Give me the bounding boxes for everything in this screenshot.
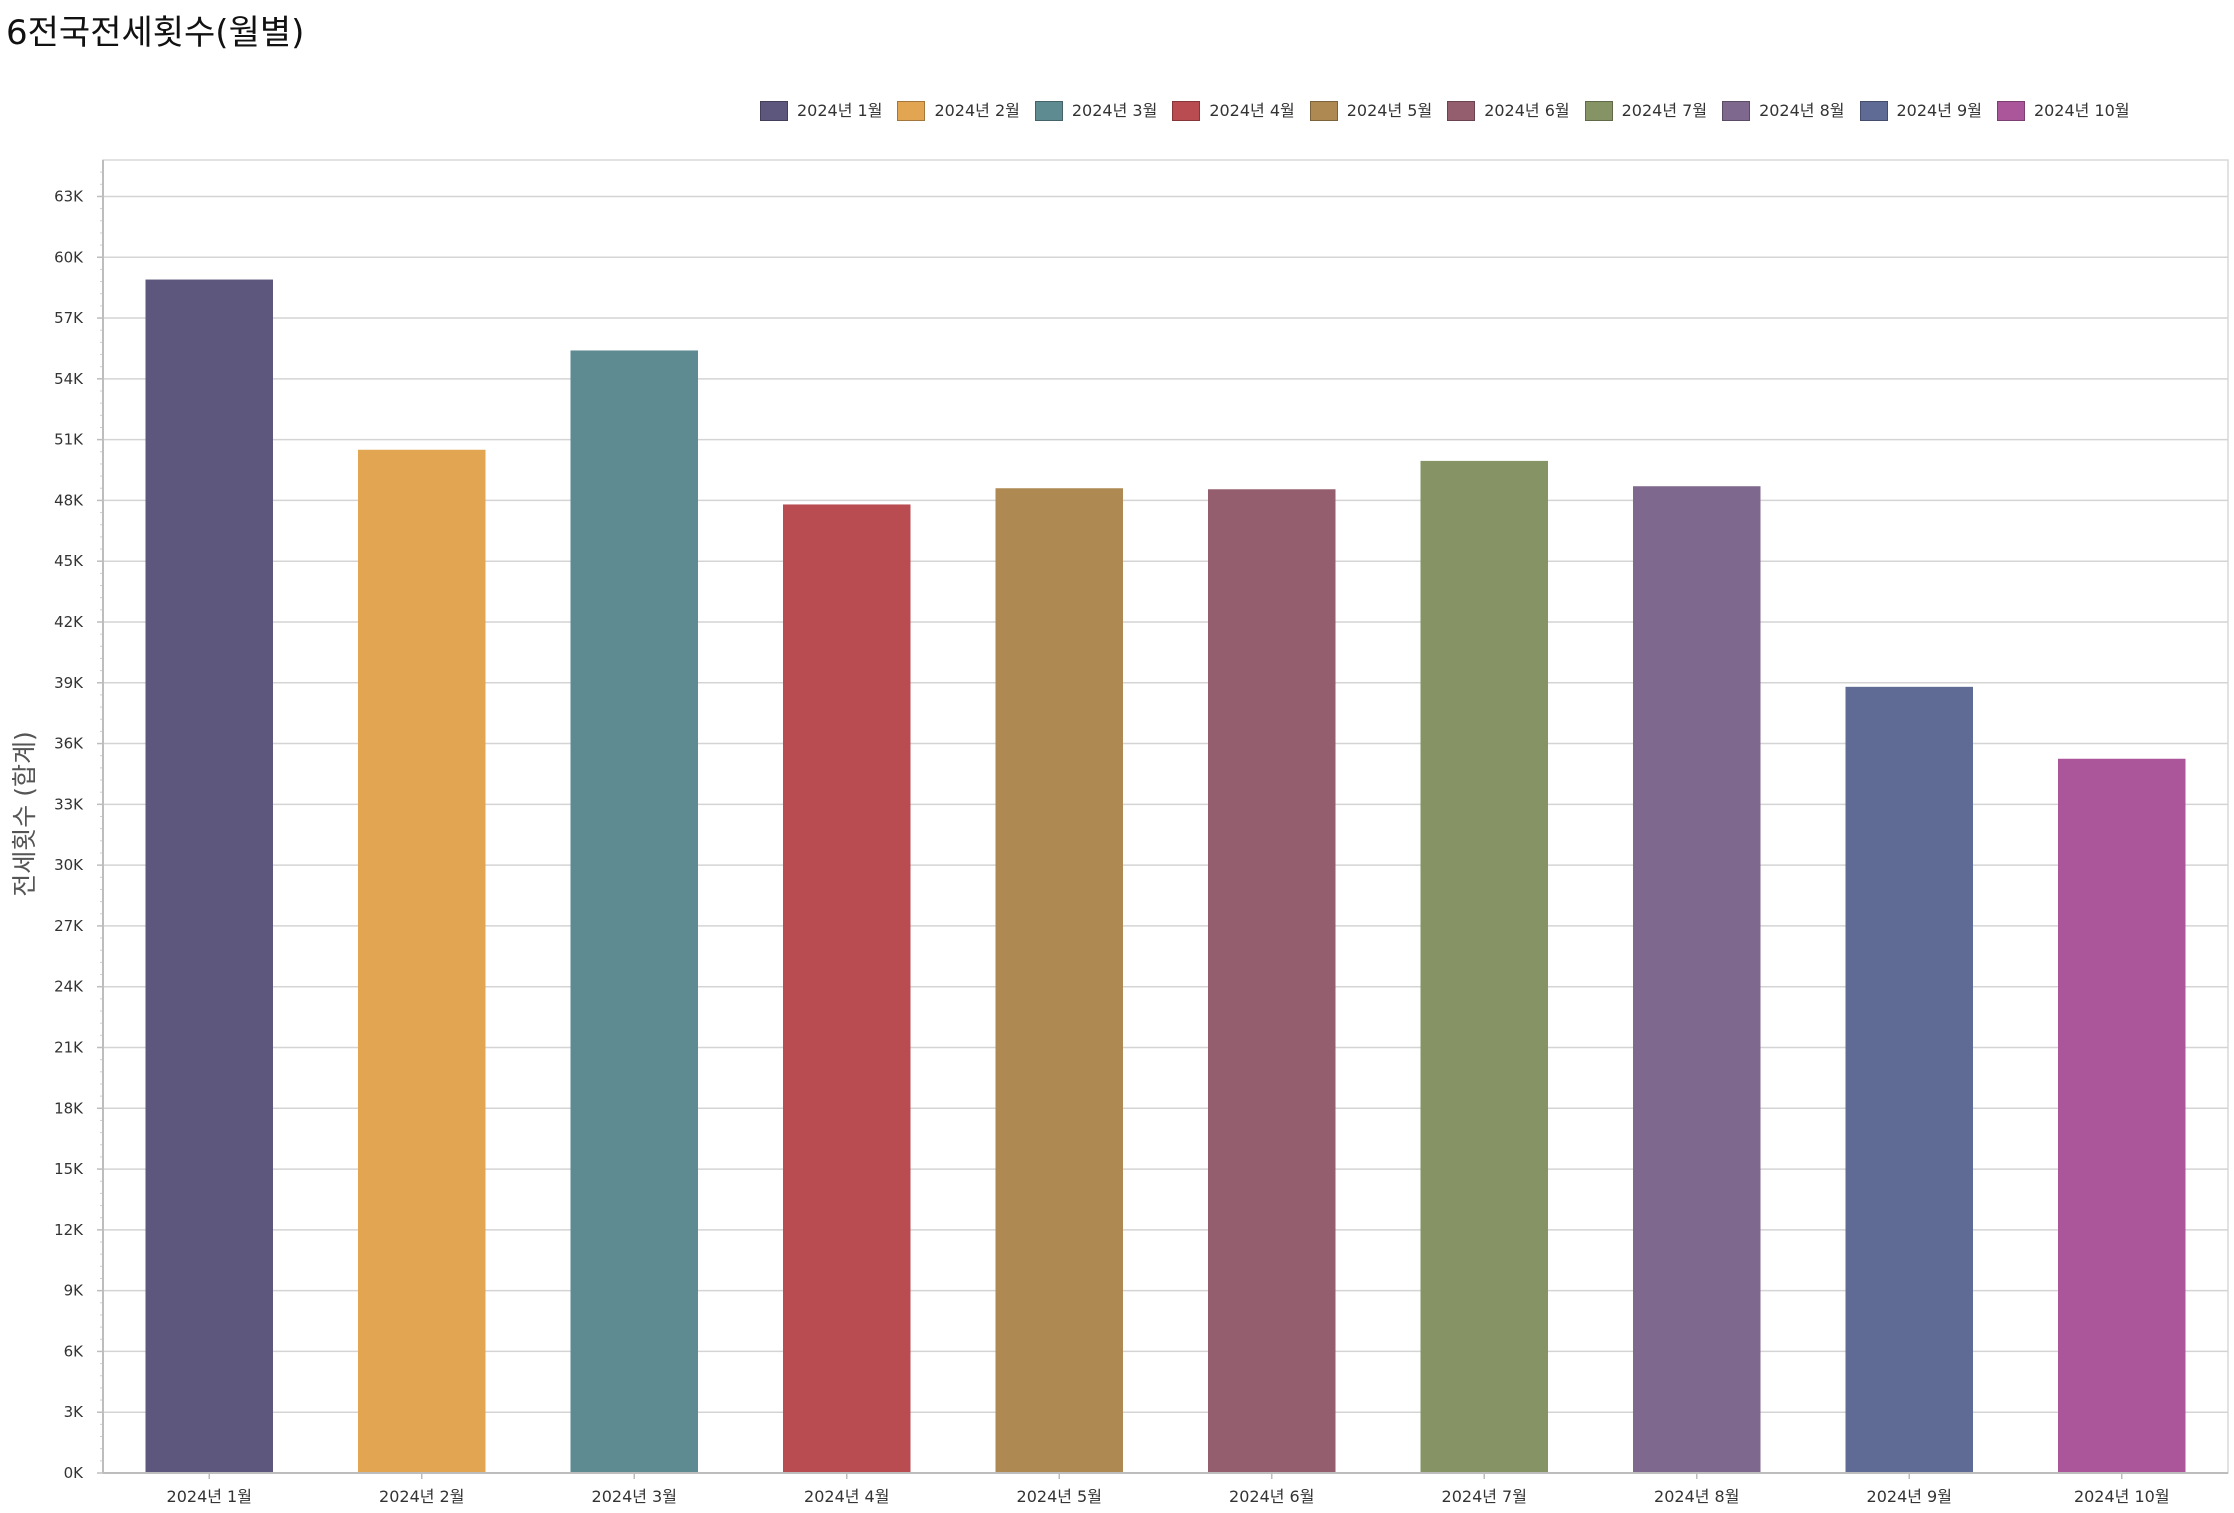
legend-label: 2024년 5월 (1346, 101, 1433, 120)
bar[interactable] (995, 488, 1124, 1473)
x-tick-label: 2024년 4월 (804, 1487, 889, 1506)
bar[interactable] (1208, 489, 1336, 1473)
y-tick-label: 18K (54, 1099, 84, 1117)
legend-item[interactable]: 2024년 10월 (1996, 101, 2130, 121)
bar[interactable] (570, 350, 699, 1473)
legend-swatch (1584, 101, 1613, 121)
bar[interactable] (145, 279, 274, 1473)
y-tick-label: 12K (54, 1221, 84, 1239)
y-tick-label: 51K (54, 431, 84, 449)
y-axis-title: 전세횟수 (합계) (10, 731, 39, 896)
y-tick-label: 24K (54, 978, 84, 996)
legend-swatch (1859, 101, 1888, 121)
legend-label: 2024년 9월 (1896, 101, 1982, 120)
bar[interactable] (1633, 486, 1761, 1473)
bar[interactable] (358, 449, 486, 1473)
y-tick-label: 36K (54, 735, 84, 753)
x-tick-label: 2024년 10월 (2074, 1487, 2170, 1506)
x-tick-label: 2024년 6월 (1229, 1487, 1314, 1506)
legend-swatch (760, 101, 788, 121)
y-tick-label: 33K (54, 795, 84, 813)
y-tick-label: 6K (64, 1342, 85, 1360)
x-tick-label: 2024년 1월 (167, 1487, 252, 1506)
bar[interactable] (783, 504, 911, 1474)
y-tick-label: 42K (54, 613, 84, 631)
x-tick-label: 2024년 8월 (1654, 1487, 1739, 1506)
legend-label: 2024년 2월 (934, 101, 1020, 120)
x-tick-label: 2024년 5월 (1017, 1487, 1102, 1506)
x-tick-label: 2024년 9월 (1867, 1487, 1952, 1506)
y-tick-label: 3K (64, 1403, 85, 1421)
legend-item[interactable]: 2024년 3월 (1034, 101, 1158, 121)
legend-item[interactable]: 2024년 1월 (760, 101, 882, 121)
y-tick-label: 15K (54, 1160, 84, 1178)
legend-label: 2024년 1월 (797, 101, 883, 120)
chart-legend: 2024년 1월 2024년 2월 2024년 3월 2024년 4월 2024년 5월… (760, 96, 2145, 126)
legend-label: 2024년 7월 (1621, 101, 1708, 120)
legend-label: 2024년 4월 (1209, 101, 1295, 120)
x-tick-labels: 2024년 1월 2024년 2월 2024년 3월 2024년 4월 2024년 5월… (167, 1473, 2170, 1506)
page-title: 6전국전세횟수(월별) (6, 13, 305, 53)
legend-swatch (1447, 101, 1476, 121)
x-tick-label: 2024년 7월 (1442, 1487, 1527, 1506)
bar[interactable] (1845, 686, 1974, 1473)
y-tick-label: 45K (54, 552, 84, 570)
legend-label: 2024년 3월 (1071, 101, 1158, 120)
legend-swatch (1722, 101, 1751, 121)
y-tick-label: 30K (54, 856, 84, 874)
legend-item[interactable]: 2024년 7월 (1584, 101, 1708, 121)
legend-swatch (897, 101, 926, 121)
bars (145, 279, 2186, 1474)
legend-item[interactable]: 2024년 5월 (1309, 101, 1433, 121)
bar[interactable] (2058, 758, 2186, 1473)
y-tick-labels: 0K 3K 6K 9K 12K 15K 18K 21K 24K 27K 30K 33K 36K 39K 42… (54, 187, 103, 1482)
legend-label: 2024년 10월 (2033, 101, 2130, 120)
x-tick-label: 2024년 3월 (592, 1487, 677, 1506)
y-tick-label: 0K (64, 1464, 85, 1482)
legend-item[interactable]: 2024년 6월 (1447, 101, 1570, 121)
y-tick-label: 63K (54, 187, 84, 205)
legend-label: 2024년 6월 (1484, 101, 1570, 120)
legend-label: 2024년 8월 (1759, 101, 1845, 120)
bar[interactable] (1420, 460, 1549, 1473)
y-tick-label: 48K (54, 491, 84, 509)
legend-item[interactable]: 2024년 2월 (897, 101, 1020, 121)
legend-item[interactable]: 2024년 9월 (1859, 101, 1982, 121)
x-tick-label: 2024년 2월 (379, 1487, 464, 1506)
legend-item[interactable]: 2024년 8월 (1722, 101, 1845, 121)
legend-swatch (1172, 101, 1201, 121)
legend-item[interactable]: 2024년 4월 (1172, 101, 1295, 121)
y-tick-label: 9K (64, 1282, 85, 1300)
legend-swatch (1996, 101, 2025, 121)
y-tick-label: 60K (54, 248, 84, 266)
y-tick-label: 21K (54, 1038, 84, 1056)
y-tick-label: 57K (54, 309, 84, 327)
y-tick-label: 54K (54, 370, 84, 388)
y-tick-label: 39K (54, 674, 84, 692)
y-tick-label: 27K (54, 917, 84, 935)
legend-swatch (1034, 101, 1063, 121)
legend-swatch (1309, 101, 1338, 121)
